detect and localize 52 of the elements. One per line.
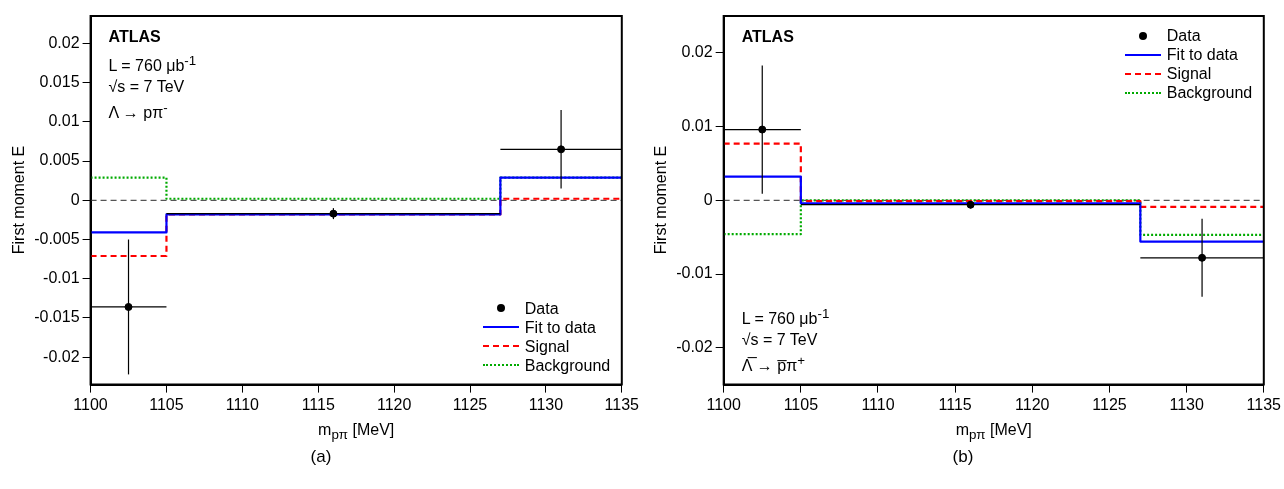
x-tick-label: 1115 [301, 395, 335, 413]
legend-label: Background [524, 355, 611, 375]
y-tick-label: 0.005 [39, 151, 80, 169]
y-tick-label: -0.02 [676, 338, 713, 356]
annotation: Λ̅ → p̅π$^{+}$ [741, 351, 806, 377]
legend-label: Data [524, 298, 559, 318]
y-tick-label: 0.01 [48, 112, 80, 130]
x-tick-label: 1110 [861, 395, 895, 413]
y-tick-label: 0 [703, 190, 713, 208]
annotation: L = 760 μb$^{-1}$ [741, 304, 830, 329]
legend-label: Signal [1166, 64, 1212, 83]
x-tick-label: 1100 [706, 395, 741, 413]
y-tick-label: 0.01 [681, 116, 713, 134]
x-tick-label: 1125 [1092, 395, 1127, 413]
x-tick-label: 1125 [452, 395, 488, 413]
x-axis-title: m$_{pπ}$ [MeV] [318, 419, 395, 444]
x-tick-label: 1120 [1015, 395, 1050, 413]
x-tick-label: 1115 [938, 395, 972, 413]
x-tick-label: 1120 [376, 395, 412, 413]
x-tick-label: 1105 [149, 395, 184, 413]
x-tick-label: 1135 [1246, 395, 1282, 413]
legend-label: Background [1166, 83, 1253, 102]
y-tick-label: -0.01 [43, 269, 80, 287]
y-tick-label: 0 [70, 190, 80, 208]
y-tick-label: -0.005 [34, 229, 80, 247]
legend-label: Signal [524, 336, 570, 356]
y-tick-label: -0.015 [34, 308, 80, 326]
text: (b) [951, 446, 975, 467]
y-tick-label: -0.02 [43, 347, 80, 365]
annotation: L = 760 μb$^{-1}$ [108, 52, 197, 77]
annotation: ATLAS [108, 28, 161, 45]
x-tick-label: 1135 [604, 395, 640, 413]
x-tick-label: 1105 [783, 395, 819, 413]
y-axis-title: First moment E [8, 146, 28, 255]
y-tick-label: -0.01 [676, 264, 713, 282]
legend-label: Data [1166, 26, 1201, 45]
annotation: Λ → pπ$^{-}$ [108, 99, 169, 124]
x-axis-title: m$_{pπ}$ [MeV] [955, 419, 1032, 444]
legend-label: Fit to data [1166, 45, 1238, 64]
annotation: √s = 7 TeV [108, 77, 186, 98]
y-tick-label: 0.02 [48, 33, 80, 51]
x-tick-label: 1130 [528, 395, 564, 413]
annotation: √s = 7 TeV [741, 329, 819, 350]
y-tick-label: 0.015 [39, 73, 80, 91]
y-axis-title: First moment E [650, 146, 670, 255]
y-tick-label: 0.02 [681, 43, 713, 61]
x-tick-label: 1130 [1169, 395, 1204, 413]
x-tick-label: 1100 [73, 395, 108, 413]
annotation: ATLAS [741, 28, 794, 45]
legend-label: Fit to data [524, 317, 596, 337]
x-tick-label: 1110 [225, 395, 260, 413]
text: (a) [309, 446, 333, 467]
